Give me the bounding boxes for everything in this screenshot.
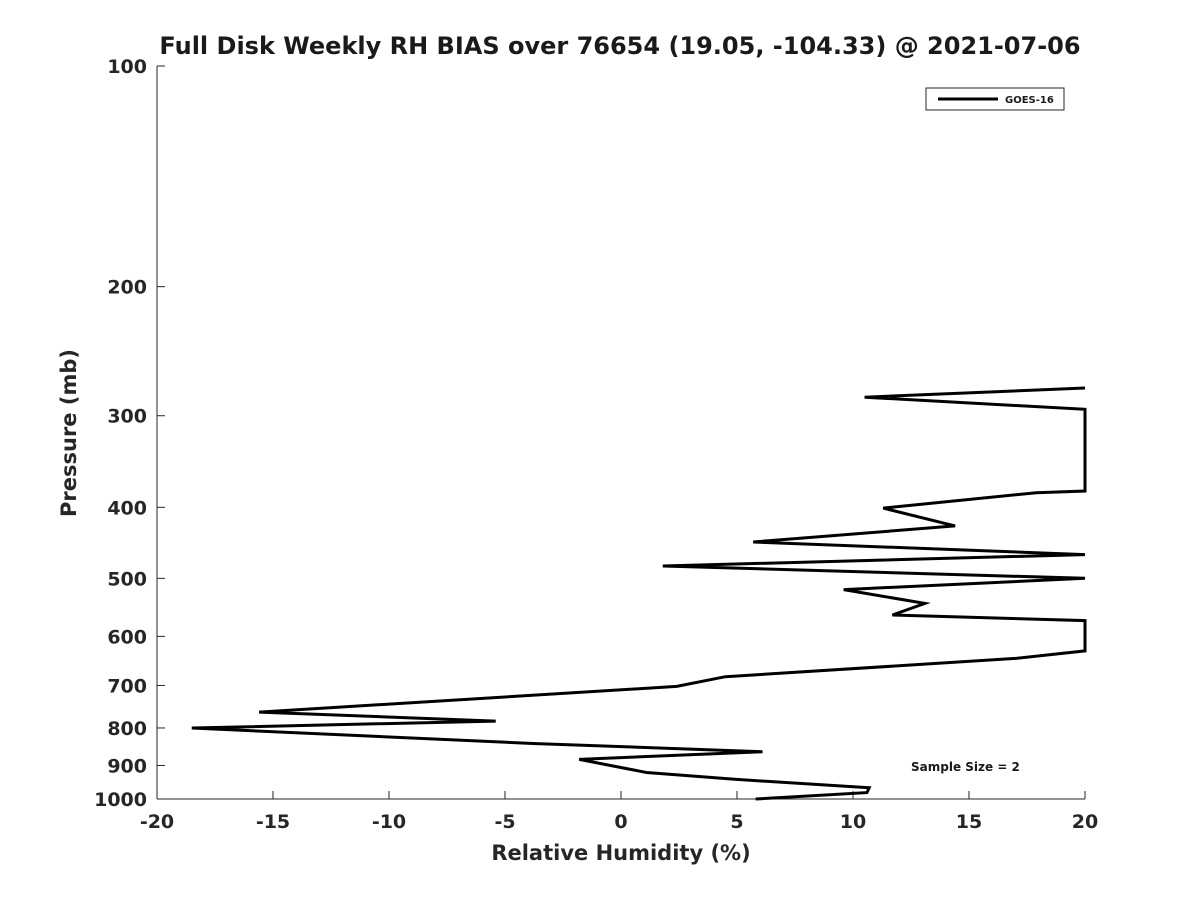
x-axis-ticks: -20 -15 -10 -5 0 5 10 15 20 [140,791,1098,833]
x-tick-label: 20 [1072,811,1098,833]
x-tick-label: -20 [140,811,174,833]
x-tick-label: -5 [494,811,515,833]
legend-entry-goes-16: GOES-16 [1005,95,1054,106]
series-layer [191,386,1087,801]
sample-size-annotation: Sample Size = 2 [911,760,1020,774]
x-tick-label: 15 [956,811,982,833]
y-tick-label: 300 [107,406,147,428]
plot-area: -20 -15 -10 -5 0 5 10 15 20 100 200 300 400 500 600 70… [94,56,1098,833]
y-axis-label: Pressure (mb) [57,349,81,517]
x-tick-label: -10 [372,811,406,833]
x-axis-label: Relative Humidity (%) [491,841,750,865]
y-tick-label: 600 [107,626,147,648]
y-tick-label: 400 [107,497,147,519]
chart-title: Full Disk Weekly RH BIAS over 76654 (19.… [159,32,1080,60]
x-tick-label: 0 [614,811,627,833]
y-tick-label: 500 [107,568,147,590]
x-tick-label: 5 [730,811,743,833]
legend: GOES-16 [925,87,1065,111]
y-tick-label: 800 [107,718,147,740]
y-tick-label: 100 [107,56,147,78]
y-tick-label: 1000 [94,789,147,811]
y-tick-label: 700 [107,675,147,697]
y-tick-label: 200 [107,277,147,299]
y-axis-ticks: 100 200 300 400 500 600 700 800 900 1000 [94,56,165,811]
x-tick-label: 10 [840,811,866,833]
series-line-goes-16 [191,386,1087,801]
y-tick-label: 900 [107,755,147,777]
x-tick-label: -15 [256,811,290,833]
